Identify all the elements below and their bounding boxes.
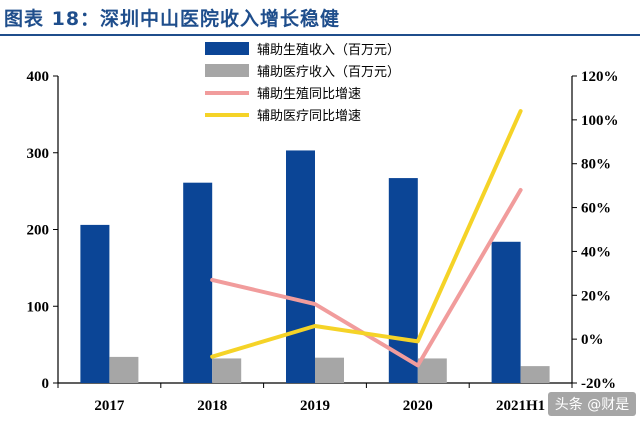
x-tick-label: 2020 [403, 398, 433, 414]
legend-label: 辅助生殖收入（百万元） [257, 42, 400, 58]
bar-medical-revenue [315, 357, 344, 383]
bar-fertility-revenue [183, 182, 213, 383]
x-tick-label: 2017 [94, 398, 125, 414]
y-right-tick-label: 60% [581, 201, 611, 217]
axes-layer: 0 100 200 300 400 -20% 0% 20% 40% 60% 80% 100% 120% 2… [27, 69, 619, 414]
y-left-tick-label: 400 [27, 69, 50, 85]
legend-swatch [205, 42, 249, 55]
x-tick-label: 2021H1 [496, 398, 545, 414]
y-left-tick-label: 100 [27, 299, 50, 315]
y-right-tick-label: -20% [581, 376, 616, 392]
y-left-tick-label: 200 [27, 223, 50, 239]
title-bar: 图表 18：深圳中山医院收入增长稳健 [0, 0, 640, 36]
chart-title: 图表 18：深圳中山医院收入增长稳健 [4, 8, 341, 30]
bar-fertility-revenue [80, 224, 110, 383]
watermark-layer: 头条 @财是 [548, 392, 636, 416]
x-tick-label: 2018 [197, 398, 227, 414]
bar-fertility-revenue [286, 150, 315, 383]
legend-label: 辅助医疗收入（百万元） [257, 65, 400, 80]
y-right-tick-label: 100% [581, 113, 619, 129]
bar-medical-revenue [109, 356, 139, 383]
line-medical-growth [210, 109, 523, 359]
watermark-background [548, 392, 636, 416]
bar-medical-revenue [212, 358, 242, 383]
legend-label: 辅助生殖同比增速 [257, 86, 361, 102]
bar-medical-revenue [417, 358, 447, 383]
bar-medical-revenue [520, 366, 550, 383]
y-right-tick-label: 80% [581, 157, 611, 173]
lines-layer [210, 109, 523, 368]
y-right-tick-label: 20% [581, 288, 611, 304]
y-right-tick-label: 120% [581, 69, 619, 85]
legend-swatch [205, 64, 249, 77]
legend-label: 辅助医疗同比增速 [257, 109, 361, 124]
x-tick-label: 2019 [300, 398, 330, 414]
bar-fertility-revenue [491, 241, 521, 383]
y-left-tick-label: 0 [42, 376, 50, 392]
bars-layer [80, 150, 550, 383]
y-right-tick-label: 0% [581, 332, 604, 348]
y-right-tick-label: 40% [581, 244, 611, 260]
watermark-text: 头条 @财是 [555, 396, 629, 413]
y-left-tick-label: 300 [27, 146, 50, 162]
